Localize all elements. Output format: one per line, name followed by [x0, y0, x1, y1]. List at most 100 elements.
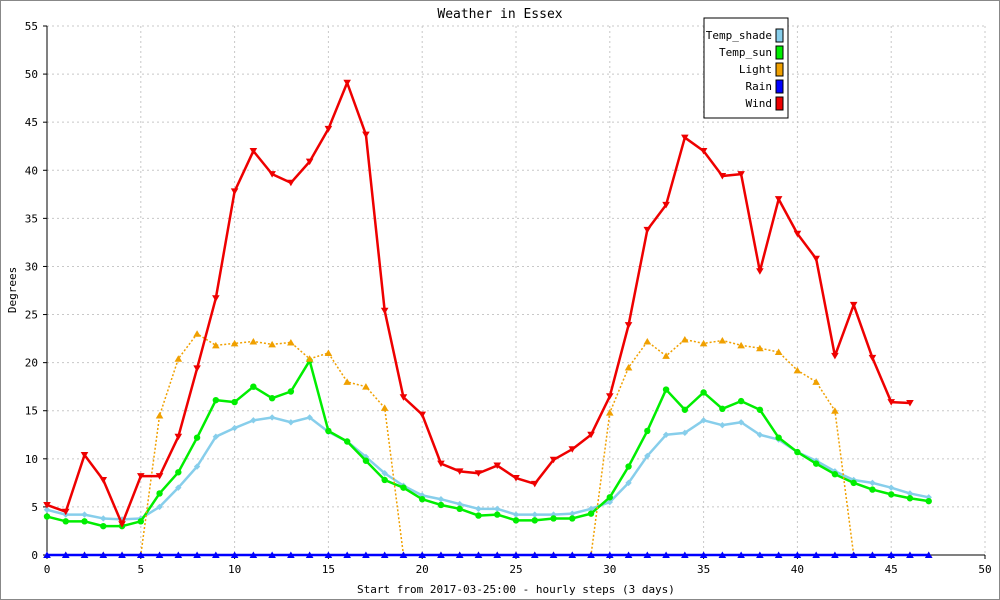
data-point-temp-sun — [700, 389, 707, 396]
data-point-light — [155, 412, 164, 419]
data-point-light — [324, 349, 333, 357]
series-layer — [43, 79, 933, 558]
data-point-wind — [699, 148, 708, 155]
x-tick-label: 50 — [978, 563, 991, 576]
data-point-rain — [662, 551, 670, 558]
x-tick-label: 30 — [603, 563, 616, 576]
data-point-rain — [43, 551, 51, 558]
data-point-wind — [718, 173, 727, 180]
legend-label-rain: Rain — [746, 80, 773, 93]
data-point-temp-shade — [737, 419, 745, 426]
legend-swatch-light — [775, 62, 784, 77]
data-point-temp-shade — [531, 511, 538, 518]
series-line-temp-sun — [46, 359, 929, 528]
data-point-wind — [831, 352, 839, 360]
x-tick-label: 20 — [416, 563, 429, 576]
data-point-rain — [849, 551, 858, 558]
legend-swatch-rain — [775, 79, 784, 94]
data-point-wind — [455, 468, 464, 475]
y-tick-label: 35 — [25, 212, 38, 225]
y-tick-label: 55 — [25, 20, 38, 33]
data-point-rain — [868, 551, 877, 558]
series-rain — [43, 551, 933, 558]
data-point-light — [812, 378, 820, 385]
data-point-temp-shade — [175, 484, 182, 491]
data-point-wind — [193, 365, 201, 372]
data-point-temp-sun — [250, 383, 257, 390]
data-point-temp-sun — [850, 479, 857, 487]
data-point-wind — [643, 226, 652, 234]
data-point-temp-sun — [906, 495, 914, 502]
data-point-temp-shade — [869, 479, 876, 487]
data-point-temp-shade — [888, 484, 895, 491]
data-point-light — [737, 341, 745, 349]
data-point-wind — [287, 179, 295, 187]
data-point-rain — [681, 551, 689, 558]
series-line-temp-shade — [46, 416, 929, 521]
data-point-temp-sun — [43, 513, 51, 520]
chart-title: Weather in Essex — [437, 7, 562, 22]
data-point-rain — [61, 551, 70, 558]
data-point-temp-shade — [437, 496, 445, 503]
legend-swatch-temp-shade — [775, 28, 784, 43]
data-point-rain — [831, 551, 839, 558]
data-point-rain — [287, 551, 295, 558]
data-point-temp-shade — [306, 414, 313, 421]
data-point-temp-shade — [250, 417, 257, 424]
data-point-light — [718, 337, 727, 344]
data-point-wind — [474, 470, 483, 477]
data-point-temp-shade — [662, 431, 670, 438]
legend-swatch-wind — [775, 96, 784, 111]
y-tick-label: 20 — [25, 357, 38, 370]
data-point-temp-shade — [231, 424, 238, 432]
data-point-wind — [399, 394, 408, 401]
data-point-temp-sun — [812, 460, 820, 467]
x-tick-label: 10 — [228, 563, 241, 576]
data-point-temp-sun — [756, 406, 764, 413]
y-tick-label: 0 — [31, 549, 38, 562]
data-point-rain — [343, 551, 351, 558]
data-point-wind — [681, 134, 689, 142]
data-point-temp-sun — [62, 518, 69, 525]
data-point-temp-sun — [156, 490, 163, 497]
x-tick-label: 15 — [322, 563, 335, 576]
x-tick-label: 5 — [137, 563, 144, 576]
data-point-wind — [662, 201, 670, 209]
data-point-rain — [493, 551, 502, 558]
legend-label-temp-sun: Temp_sun — [719, 46, 772, 59]
legend: Temp_shade Temp_sun Light Rain Wind — [703, 17, 789, 119]
data-point-wind — [868, 354, 877, 362]
data-point-temp-shade — [456, 500, 463, 508]
data-point-rain — [193, 551, 201, 558]
data-point-rain — [362, 551, 370, 558]
data-point-rain — [474, 551, 483, 558]
data-point-temp-shade — [193, 463, 201, 470]
data-point-temp-shade — [644, 452, 651, 460]
data-point-temp-shade — [606, 498, 613, 506]
data-point-temp-sun — [888, 491, 895, 498]
data-point-temp-shade — [587, 505, 595, 513]
y-tick-label: 25 — [25, 309, 38, 322]
data-point-temp-shade — [43, 506, 51, 513]
data-point-temp-sun — [419, 496, 426, 503]
data-point-temp-sun — [644, 427, 651, 435]
x-tick-label: 25 — [509, 563, 522, 576]
data-point-light — [774, 348, 783, 356]
data-point-temp-sun — [381, 476, 388, 484]
legend-label-light: Light — [739, 63, 772, 76]
data-point-light — [212, 341, 220, 349]
data-point-temp-shade — [756, 431, 764, 438]
data-point-wind — [118, 521, 126, 528]
data-point-temp-sun — [550, 515, 557, 522]
data-point-light — [305, 355, 314, 362]
data-point-wind — [230, 188, 239, 195]
data-point-temp-sun — [494, 511, 501, 518]
data-point-temp-sun — [193, 434, 201, 441]
data-point-temp-sun — [212, 396, 220, 404]
data-point-wind — [362, 131, 370, 139]
data-point-rain — [737, 551, 745, 558]
data-point-rain — [906, 551, 914, 558]
data-point-light — [756, 344, 764, 352]
data-point-rain — [774, 551, 783, 558]
data-point-temp-sun — [625, 463, 632, 470]
